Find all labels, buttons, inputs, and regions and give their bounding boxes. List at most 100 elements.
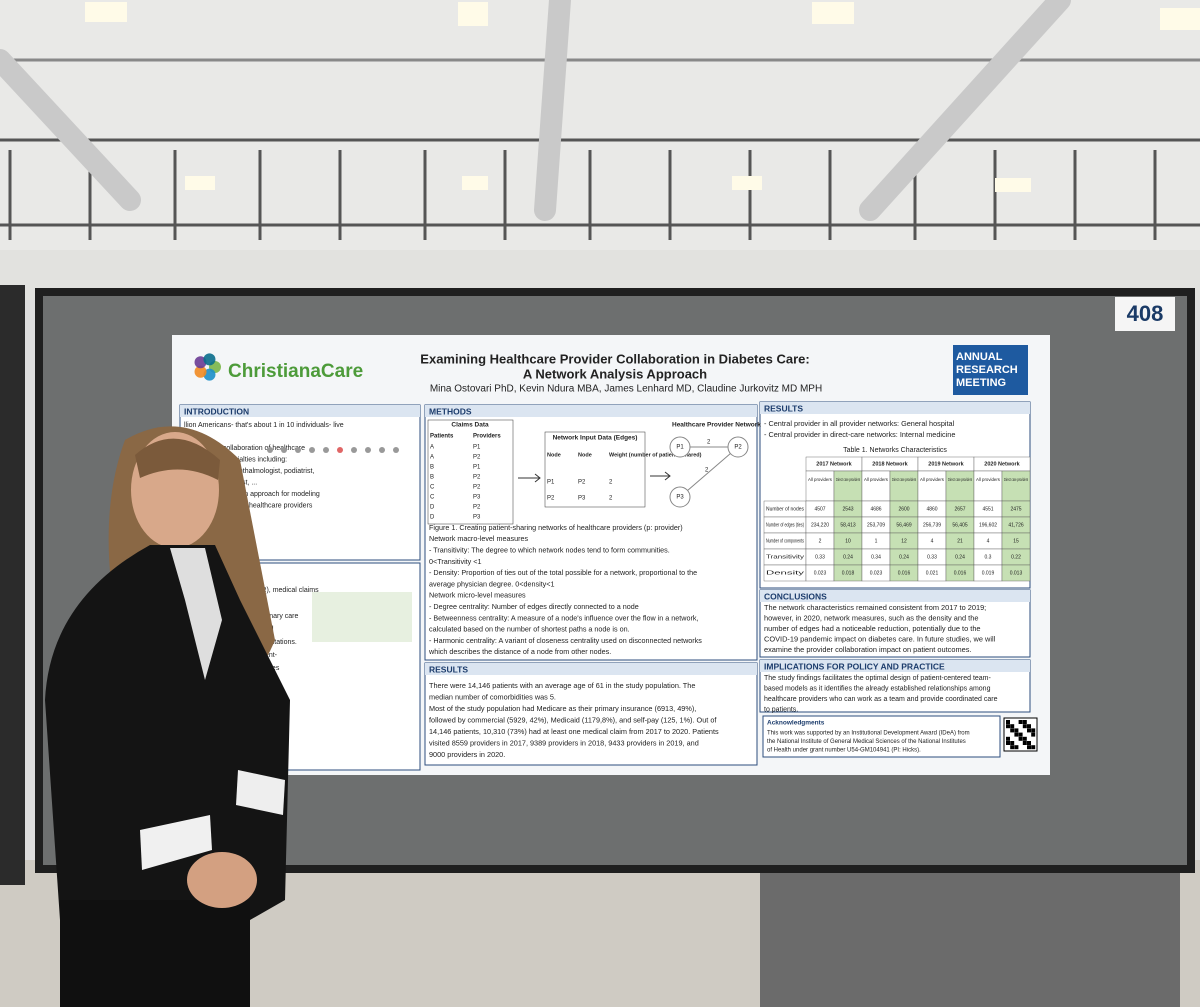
table-cell-text: 234,220 [811, 522, 829, 528]
section-text: Network macro-level measures [429, 534, 528, 543]
table-subheader-text: Direct care providers [892, 477, 916, 482]
fig-cell: A [430, 455, 434, 461]
person-icon [267, 447, 273, 453]
qr-module [1010, 741, 1015, 745]
arrow [650, 471, 671, 481]
table-cell [1001, 564, 1031, 582]
section-header [425, 663, 757, 675]
table-cell-text: 0.016 [954, 570, 967, 576]
table-subheader-text: Direct care providers [836, 477, 860, 482]
section-header [180, 405, 420, 417]
fig-cell: 2 [609, 480, 613, 486]
fig-title: Healthcare Provider Network [672, 422, 761, 429]
table-cell-text: 0.24 [955, 554, 965, 560]
lights [85, 2, 1200, 192]
fig-cell: 2 [609, 496, 613, 502]
table-cell-text: 56,405 [952, 522, 968, 528]
table-cell-text: 1 [875, 538, 878, 544]
section-text: healthcare providers who can work as a t… [764, 696, 998, 703]
section-text: COVID-19 pandemic impact on diabetes car… [764, 634, 996, 643]
section-text: of Health under grant number U54-GM10494… [767, 748, 921, 754]
table-subheader [973, 470, 1003, 502]
qr-module [1006, 720, 1010, 724]
section-text: the National Institute of General Medica… [767, 739, 966, 745]
fig-cell: P2 [578, 480, 586, 486]
fig-header: Node [578, 452, 592, 458]
section-text: - Density: Proportion of ties out of the… [429, 568, 697, 577]
table-cell-text: 4686 [870, 506, 881, 512]
fig-cell: D [430, 515, 435, 521]
table-subheader [945, 470, 975, 502]
section-text: based models as it identifies the alread… [764, 685, 991, 692]
qr-module [1022, 741, 1027, 745]
person [45, 426, 290, 1007]
table-cell-text: 4551 [982, 506, 993, 512]
section-text: - Harmonic centrality: A variant of clos… [429, 636, 702, 645]
person-icon [351, 447, 357, 453]
section-text: 0<Transitivity <1 [429, 557, 481, 566]
table-row-label-text: Number of components [766, 538, 804, 544]
section-text: followed by commercial (5929, 42%), Medi… [429, 715, 717, 724]
table-cell-text: 0.019 [982, 570, 995, 576]
number-card [1115, 297, 1175, 331]
table-row-label-text: Number of nodes [766, 506, 804, 512]
table-cell-text: 253,709 [867, 522, 885, 528]
qr-module [1006, 741, 1010, 745]
section-text: 9000 providers in 2020. [429, 750, 505, 759]
person-icon [281, 447, 287, 453]
fig-table [427, 419, 514, 525]
table-cell-text: 0.3 [985, 554, 992, 560]
qr-module [1022, 720, 1027, 724]
edge-label: 2 [705, 468, 709, 474]
qr-module [1014, 732, 1019, 737]
fig-cell: B [430, 475, 434, 481]
fig-cell: P3 [578, 496, 586, 502]
table-cell-text: 12 [901, 538, 907, 544]
table-cell-text: 41,726 [1008, 522, 1024, 528]
poster-content: ChristianaCare Examining Healthcare Provi… [179, 345, 1038, 771]
table-row-label-text: Transitivity [766, 554, 805, 560]
person-icon [393, 447, 399, 453]
table-subheader-text: All providers [808, 477, 832, 482]
qr-module [1006, 736, 1010, 741]
qr-module [1027, 741, 1031, 745]
qr-module [1031, 732, 1036, 737]
title: A Network Analysis Approach [523, 366, 707, 381]
person-icon [337, 447, 343, 453]
section-header [760, 402, 1030, 414]
table-year: 2020 Network [984, 461, 1020, 467]
person-icon [309, 447, 315, 453]
fig-cell: P2 [473, 485, 481, 491]
logo-petal [203, 353, 216, 366]
node-label: P2 [734, 445, 742, 451]
fig-header: Node [547, 452, 561, 458]
qr-module [1014, 745, 1019, 750]
table-cell-text: 2600 [898, 506, 909, 512]
table-cell-text: 4 [987, 538, 990, 544]
fig-cell: P2 [473, 505, 481, 511]
section-text: There were 14,146 patients with an avera… [429, 681, 695, 690]
table-cell-text: 4507 [814, 506, 825, 512]
ducts [0, 0, 1071, 221]
qr-module [1022, 736, 1027, 741]
sna-image [312, 592, 412, 642]
section-text: Most of the study population had Medicar… [429, 704, 696, 713]
section-text: to patients. [764, 706, 798, 713]
edge [679, 446, 739, 498]
qr-module [1010, 745, 1015, 750]
section-heading: IMPLICATIONS FOR POLICY AND PRACTICE [764, 661, 945, 671]
section-text: examine the provider collaboration impac… [764, 645, 971, 654]
table-cell-text: 0.34 [871, 554, 881, 560]
fig-cell: D [430, 505, 435, 511]
table-cell-text: 0.013 [1010, 570, 1023, 576]
table-cell-text: 4 [931, 538, 934, 544]
qr-module [1027, 728, 1031, 733]
meeting-badge [953, 345, 1028, 395]
table-subheader-text: Direct care providers [1004, 477, 1028, 482]
edge-label: 2 [707, 440, 711, 446]
section-box [424, 662, 758, 766]
section-text: ndocrinologist, ophthalmologist, podiatr… [184, 468, 314, 475]
table-subheader [889, 470, 919, 502]
